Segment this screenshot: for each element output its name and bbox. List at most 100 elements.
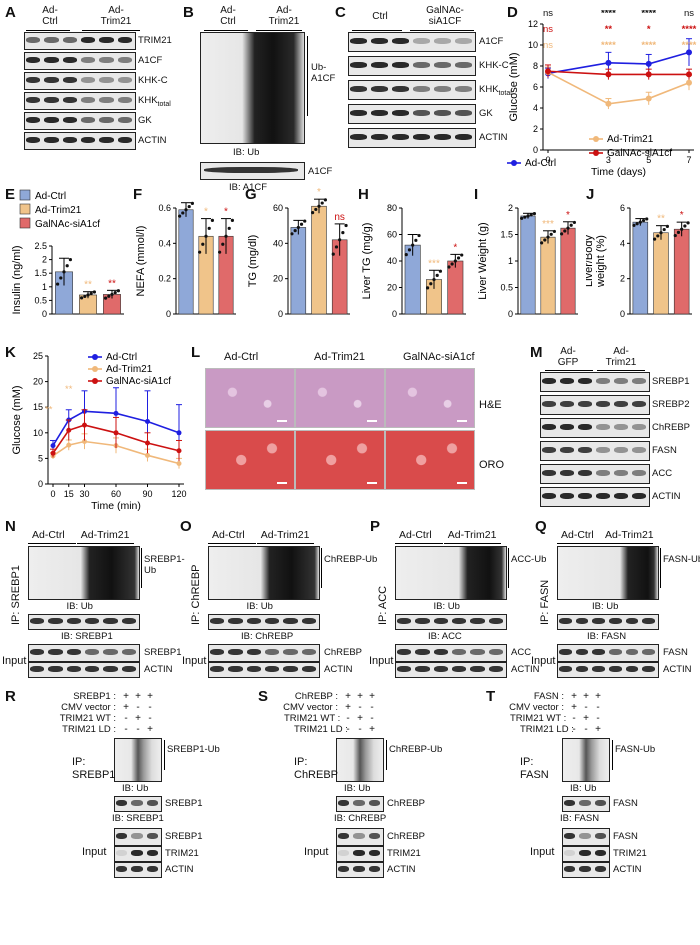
- significance-mark: **: [45, 404, 53, 415]
- bar: [178, 209, 194, 315]
- t-sign: +: [571, 691, 577, 702]
- data-point: [317, 204, 321, 208]
- panel-label-i: I: [474, 186, 479, 203]
- data-point: [290, 232, 294, 236]
- y-tick-label: 60: [273, 203, 283, 213]
- t-sign: -: [572, 713, 576, 724]
- data-point: [334, 245, 339, 249]
- b-ib-a1cf: IB: A1CF: [229, 182, 268, 193]
- data-point: [66, 442, 72, 448]
- r-ip-target: SREBP1: [165, 798, 203, 809]
- r-input-target: [114, 828, 162, 846]
- data-point: [411, 243, 415, 247]
- legend-label: GalNAc-siA1cf: [106, 376, 171, 387]
- y-tick-label: 0: [42, 309, 47, 319]
- data-point: [314, 207, 318, 212]
- r-input-l1: SREBP1: [165, 831, 203, 842]
- y-tick-label: 20: [33, 377, 43, 387]
- data-point: [320, 201, 324, 205]
- significance-mark: **: [657, 214, 665, 225]
- r-ib-target: IB: SREBP1: [112, 813, 164, 824]
- t-sign: +: [583, 691, 589, 702]
- bar: [653, 232, 669, 315]
- bar: [632, 221, 649, 315]
- data-point: [66, 427, 72, 433]
- significance-mark: ns: [684, 10, 694, 19]
- m-blot-chrebp: [540, 418, 650, 438]
- y-axis-label: Liver/Body: [586, 235, 595, 287]
- panel-label-c: C: [335, 4, 346, 21]
- r-sign: -: [124, 713, 128, 724]
- n-input-side: Input: [2, 655, 27, 667]
- y-tick-label: 10: [33, 428, 43, 438]
- r-sign: +: [123, 702, 129, 713]
- b-smear-label: Ub- A1CF: [311, 62, 336, 84]
- data-point: [341, 231, 345, 235]
- data-point: [145, 440, 150, 446]
- r-sign: +: [123, 691, 129, 702]
- data-point: [338, 238, 342, 242]
- p-smear-label: ACC-Ub: [511, 554, 547, 565]
- m-row-label: ACTIN: [652, 491, 681, 502]
- y-tick-label: 2: [620, 274, 625, 284]
- y-tick-label: 12: [528, 19, 538, 29]
- t-condition-label: TRIM21 WT :: [510, 713, 567, 724]
- significance-mark: **: [108, 278, 116, 289]
- data-point: [676, 230, 681, 234]
- y-axis-label: Liver TG (mg/g): [361, 223, 373, 300]
- y-tick-label: 0.2: [158, 274, 171, 284]
- data-point: [438, 269, 442, 273]
- data-point: [92, 290, 96, 294]
- t-sign: -: [584, 702, 588, 713]
- data-point: [460, 253, 464, 257]
- panel-label-q: Q: [535, 518, 547, 535]
- m-row-label: SREBP2: [652, 399, 690, 410]
- x-tick-label: 30: [79, 489, 89, 499]
- legend-marker: [92, 354, 98, 360]
- panel-label-p: P: [370, 518, 381, 535]
- data-point: [145, 452, 150, 458]
- significance-mark: *: [453, 242, 457, 253]
- data-point: [632, 223, 636, 227]
- series-line: [547, 51, 690, 75]
- panel-label-d: D: [507, 4, 518, 21]
- s-sign: -: [370, 702, 374, 713]
- l-oro-image: [295, 430, 385, 490]
- p-ib-ub: IB: Ub: [433, 601, 460, 612]
- m-blot-actin: [540, 487, 650, 507]
- o-input-target: [208, 644, 320, 662]
- a-row-label: GK: [138, 115, 152, 126]
- data-point: [429, 282, 433, 286]
- data-point: [532, 211, 536, 216]
- y-tick-label: 4: [620, 238, 625, 248]
- data-point: [545, 68, 551, 75]
- s-sign: -: [358, 702, 362, 713]
- data-point: [80, 296, 84, 300]
- y-tick-label: 80: [387, 203, 397, 213]
- data-point: [529, 213, 533, 217]
- series-line: [52, 410, 180, 447]
- y-axis-label: weight (%): [595, 235, 607, 288]
- significance-mark: **: [65, 384, 73, 395]
- m-row-label: ACC: [652, 468, 673, 479]
- data-point: [456, 256, 461, 260]
- legend-marker: [511, 160, 517, 166]
- o-ib-ub: IB: Ub: [246, 601, 273, 612]
- data-point: [662, 227, 666, 232]
- s-input-l3: ACTIN: [387, 864, 416, 875]
- t-smear-label: FASN-Ub: [615, 744, 656, 755]
- bar: [290, 227, 307, 315]
- data-point: [605, 71, 612, 78]
- y-tick-label: 0.6: [158, 203, 171, 213]
- c-row-label: KHK-C: [479, 60, 509, 71]
- y-tick-label: 0.5: [34, 295, 47, 305]
- data-point: [331, 252, 335, 256]
- t-ip-target: FASN: [613, 798, 638, 809]
- series-line: [52, 424, 180, 454]
- n-input-label2: ACTIN: [144, 664, 173, 675]
- t-sign: -: [596, 702, 600, 713]
- data-point: [299, 222, 304, 226]
- data-point: [62, 270, 66, 274]
- x-tick-label: 0: [50, 489, 55, 499]
